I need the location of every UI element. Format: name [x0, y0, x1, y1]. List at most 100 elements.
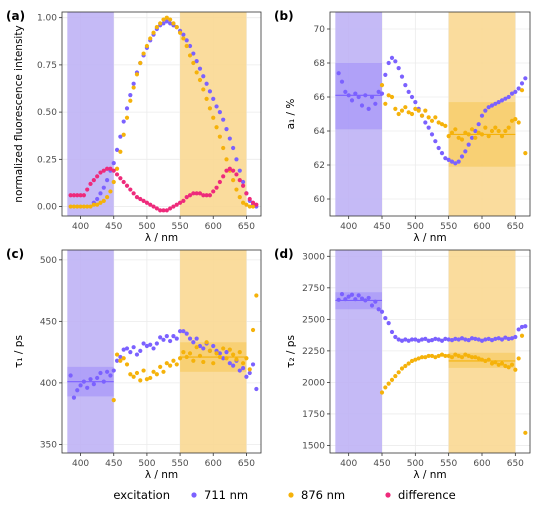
- data-point: [148, 36, 153, 41]
- data-point: [214, 351, 219, 356]
- tick-label-x: 400: [72, 222, 89, 232]
- data-point: [373, 299, 378, 304]
- data-point: [124, 346, 130, 351]
- data-point: [138, 378, 143, 383]
- data-point: [181, 36, 186, 41]
- data-point: [429, 118, 435, 123]
- data-point: [204, 96, 209, 101]
- data-point: [85, 187, 90, 192]
- data-point: [473, 336, 478, 341]
- data-point: [247, 204, 252, 209]
- tick-label-y: 70: [314, 25, 326, 35]
- data-point: [118, 358, 123, 363]
- data-point: [446, 134, 451, 139]
- data-point: [509, 91, 515, 96]
- data-point: [469, 135, 475, 140]
- data-point: [240, 200, 246, 205]
- data-point: [105, 178, 110, 183]
- data-point: [463, 337, 468, 342]
- data-point: [177, 30, 183, 35]
- data-point: [466, 353, 471, 359]
- data-point: [479, 338, 485, 343]
- data-point: [211, 96, 216, 101]
- data-point: [158, 208, 163, 213]
- data-point: [128, 350, 133, 355]
- data-point: [383, 72, 388, 77]
- data-point: [141, 341, 146, 346]
- data-point: [523, 430, 528, 435]
- data-point: [436, 337, 441, 342]
- data-point: [466, 132, 471, 137]
- data-point: [346, 93, 351, 98]
- data-point: [446, 353, 451, 359]
- series-876-nm: [379, 83, 528, 156]
- panel-label: (c): [6, 247, 24, 261]
- data-point: [124, 362, 130, 367]
- panel-a: 400 450 500 550 600 650 0.00 0.25 0.50 0.75 1.00 λ …: [6, 9, 262, 244]
- data-point: [446, 337, 451, 342]
- data-point: [108, 166, 113, 171]
- data-point: [194, 59, 199, 64]
- tick-label-y: 62: [314, 161, 325, 171]
- tick-label-x: 500: [407, 222, 424, 232]
- data-point: [349, 292, 355, 297]
- data-point: [453, 127, 458, 132]
- data-point: [436, 120, 441, 125]
- tick-label-x: 600: [473, 222, 490, 232]
- data-point: [406, 338, 411, 343]
- data-point: [523, 151, 528, 156]
- data-point: [111, 168, 116, 173]
- data-point: [201, 193, 206, 198]
- data-point: [124, 183, 130, 188]
- data-point: [71, 204, 77, 209]
- data-point: [111, 368, 116, 373]
- data-point: [105, 195, 110, 200]
- data-point: [369, 303, 375, 308]
- data-point: [379, 83, 385, 88]
- data-point: [493, 336, 498, 341]
- data-point: [101, 168, 106, 173]
- data-point: [187, 53, 193, 58]
- data-point: [456, 353, 461, 359]
- data-point: [121, 132, 126, 137]
- data-point: [214, 104, 219, 109]
- plot-border: [61, 11, 262, 217]
- tick-label-y: 64: [314, 127, 326, 137]
- data-point: [413, 337, 418, 342]
- data-point: [336, 297, 341, 302]
- data-point: [217, 134, 222, 139]
- tick-label-x: 400: [340, 459, 357, 469]
- data-point: [353, 91, 358, 96]
- y-axis-title: τ₂ / ps: [285, 335, 297, 368]
- data-point: [91, 382, 96, 387]
- data-point: [101, 198, 106, 203]
- tick-label-x: 650: [238, 459, 255, 469]
- data-point: [71, 395, 77, 400]
- legend-marker-711: [191, 492, 197, 498]
- data-point: [369, 94, 375, 100]
- data-point: [164, 19, 169, 24]
- data-point: [171, 358, 176, 363]
- data-point: [224, 127, 229, 132]
- data-point: [227, 136, 232, 141]
- band-711: [335, 12, 382, 216]
- data-point: [111, 397, 116, 403]
- data-point: [184, 354, 189, 360]
- data-point: [221, 117, 226, 122]
- data-point: [148, 375, 153, 381]
- panel-label: (d): [274, 247, 294, 261]
- data-point: [476, 337, 481, 342]
- data-point: [509, 118, 515, 123]
- tick-label-x: 550: [440, 222, 457, 232]
- data-point: [197, 191, 203, 196]
- data-point: [177, 200, 183, 205]
- data-point: [138, 348, 143, 353]
- data-point: [204, 81, 209, 86]
- data-point: [459, 137, 465, 142]
- data-point: [211, 361, 216, 366]
- data-point: [339, 79, 345, 84]
- data-point: [413, 106, 418, 111]
- data-point: [426, 125, 431, 130]
- plot-border: [329, 11, 531, 217]
- data-point: [231, 352, 236, 357]
